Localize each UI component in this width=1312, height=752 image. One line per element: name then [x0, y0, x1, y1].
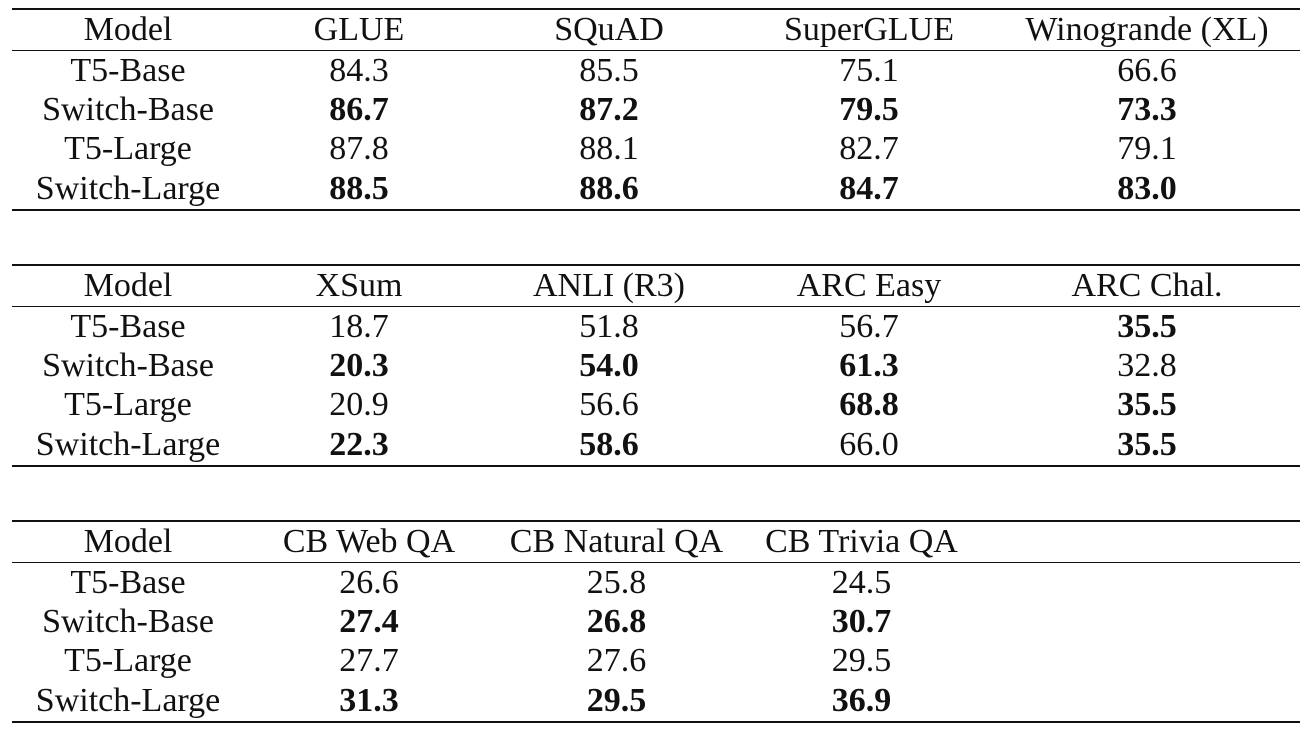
score-cell: 30.7	[831, 602, 892, 640]
empty-cell	[984, 563, 1300, 603]
column-header-empty	[984, 520, 1300, 563]
score-cell: 35.5	[1117, 385, 1177, 423]
score-cell: 87.2	[579, 90, 639, 128]
score-cell: 20.9	[329, 385, 389, 423]
model-name-cell: Switch-Base	[42, 602, 214, 640]
score-cell: 24.5	[831, 563, 892, 601]
model-name-cell: T5-Base	[70, 563, 186, 601]
score-cell: 88.1	[579, 129, 639, 167]
table-row: T5-Large 87.8 88.1 82.7 79.1	[12, 129, 1300, 168]
score-cell: 36.9	[739, 680, 984, 723]
empty-cell	[984, 602, 1300, 641]
score-cell: 88.6	[474, 168, 744, 211]
score-cell: 25.8	[586, 563, 647, 601]
score-cell: 66.0	[744, 424, 994, 467]
score-cell: 27.4	[339, 602, 399, 640]
model-name-cell: Switch-Large	[12, 424, 244, 467]
column-header: ARC Chal.	[994, 264, 1300, 307]
results-table-closed-book-qa: Model CB Web QA CB Natural QA CB Trivia …	[12, 520, 1300, 723]
model-name-cell: Switch-Large	[12, 680, 244, 723]
score-cell: 31.3	[244, 680, 494, 723]
column-header: GLUE	[244, 8, 474, 51]
model-name-cell: T5-Large	[64, 641, 192, 679]
table-row: Switch-Large 88.5 88.6 84.7 83.0	[12, 168, 1300, 211]
score-cell: 29.5	[831, 641, 892, 679]
score-cell: 54.0	[579, 346, 639, 384]
score-cell: 83.0	[994, 168, 1300, 211]
table-header-row: Model GLUE SQuAD SuperGLUE Winogrande (X…	[12, 8, 1300, 51]
score-cell: 20.3	[329, 346, 389, 384]
score-cell: 32.8	[1117, 346, 1177, 384]
table-header-row: Model CB Web QA CB Natural QA CB Trivia …	[12, 520, 1300, 563]
model-name-cell: Switch-Base	[42, 346, 214, 384]
column-header: CB Natural QA	[494, 520, 739, 563]
column-header: SuperGLUE	[744, 8, 994, 51]
score-cell: 73.3	[1117, 90, 1177, 128]
score-cell: 27.6	[586, 641, 647, 679]
score-cell: 61.3	[839, 346, 899, 384]
model-name-cell: T5-Large	[64, 129, 192, 167]
score-cell: 29.5	[494, 680, 739, 723]
model-name-cell: T5-Base	[70, 307, 186, 345]
table-row: Switch-Large 31.3 29.5 36.9	[12, 680, 1300, 723]
model-name-cell: Switch-Large	[12, 168, 244, 211]
table-row: Switch-Base 27.4 26.8 30.7	[12, 602, 1300, 641]
score-cell: 18.7	[329, 307, 389, 345]
score-cell: 27.7	[339, 641, 399, 679]
empty-cell	[984, 641, 1300, 680]
table-row: Switch-Base 20.3 54.0 61.3 32.8	[12, 346, 1300, 385]
score-cell: 35.5	[994, 424, 1300, 467]
score-cell: 75.1	[839, 51, 899, 89]
column-header: CB Trivia QA	[739, 520, 984, 563]
column-header: ARC Easy	[744, 264, 994, 307]
column-header: Model	[12, 264, 244, 307]
score-cell: 79.1	[1117, 129, 1177, 167]
table-row: Switch-Base 86.7 87.2 79.5 73.3	[12, 90, 1300, 129]
score-cell: 26.8	[586, 602, 647, 640]
column-header: CB Web QA	[244, 520, 494, 563]
table-row: T5-Base 26.6 25.8 24.5	[12, 563, 1300, 603]
results-table-xsum-anli-arc: Model XSum ANLI (R3) ARC Easy ARC Chal. …	[12, 264, 1300, 467]
table-row: Switch-Large 22.3 58.6 66.0 35.5	[12, 424, 1300, 467]
table-row: T5-Large 27.7 27.6 29.5	[12, 641, 1300, 680]
score-cell: 22.3	[244, 424, 474, 467]
score-cell: 84.7	[744, 168, 994, 211]
score-cell: 56.6	[579, 385, 639, 423]
score-cell: 68.8	[839, 385, 899, 423]
score-cell: 66.6	[1117, 51, 1177, 89]
score-cell: 58.6	[474, 424, 744, 467]
score-cell: 88.5	[244, 168, 474, 211]
model-name-cell: Switch-Base	[42, 90, 214, 128]
empty-cell	[984, 680, 1300, 723]
score-cell: 35.5	[1117, 307, 1177, 345]
score-cell: 86.7	[329, 90, 389, 128]
column-header: Winogrande (XL)	[994, 8, 1300, 51]
column-header: ANLI (R3)	[474, 264, 744, 307]
score-cell: 85.5	[579, 51, 639, 89]
score-cell: 26.6	[339, 563, 399, 601]
table-header-row: Model XSum ANLI (R3) ARC Easy ARC Chal.	[12, 264, 1300, 307]
score-cell: 84.3	[329, 51, 389, 89]
score-cell: 82.7	[839, 129, 899, 167]
score-cell: 79.5	[839, 90, 899, 128]
column-header: XSum	[244, 264, 474, 307]
table-row: T5-Base 18.7 51.8 56.7 35.5	[12, 307, 1300, 347]
column-header: Model	[12, 8, 244, 51]
table-row: T5-Base 84.3 85.5 75.1 66.6	[12, 51, 1300, 91]
score-cell: 51.8	[579, 307, 639, 345]
score-cell: 87.8	[329, 129, 389, 167]
results-table-glue-superglue: Model GLUE SQuAD SuperGLUE Winogrande (X…	[12, 8, 1300, 211]
column-header: SQuAD	[474, 8, 744, 51]
model-name-cell: T5-Base	[70, 51, 186, 89]
score-cell: 56.7	[839, 307, 899, 345]
table-row: T5-Large 20.9 56.6 68.8 35.5	[12, 385, 1300, 424]
model-name-cell: T5-Large	[64, 385, 192, 423]
column-header: Model	[12, 520, 244, 563]
